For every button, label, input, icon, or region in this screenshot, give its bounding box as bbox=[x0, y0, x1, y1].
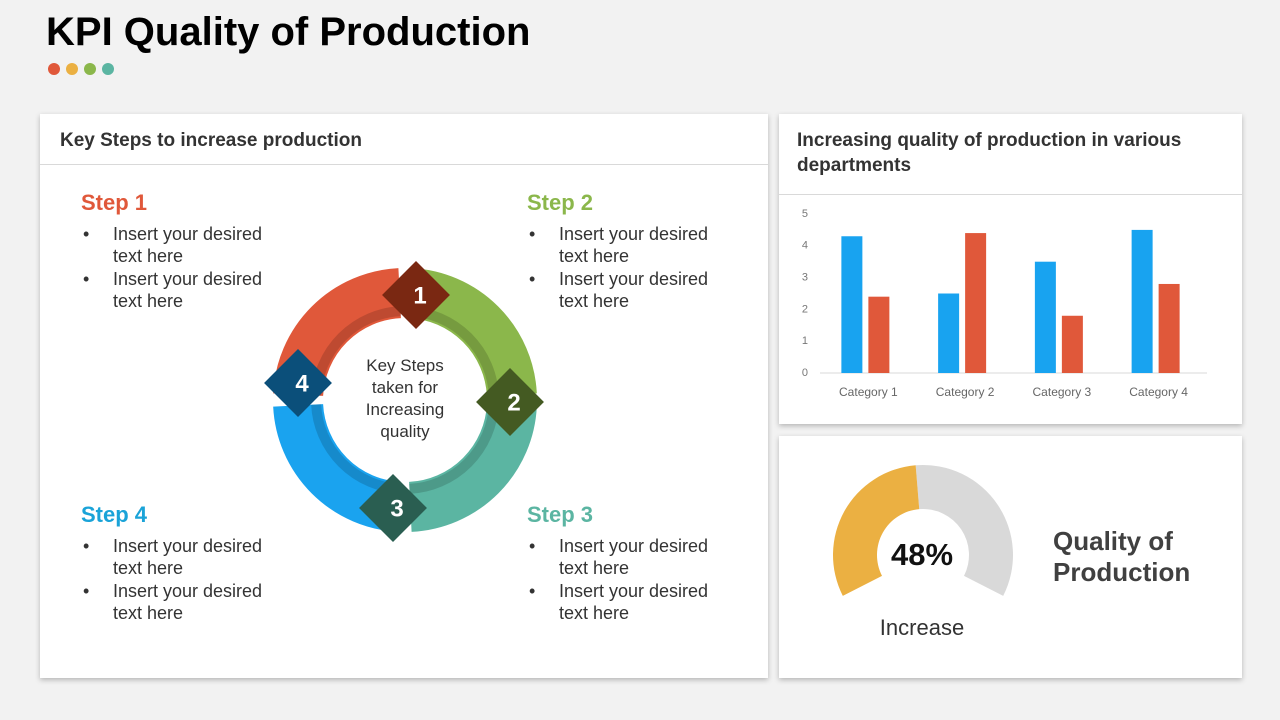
bullet: Insert your desired text here bbox=[83, 268, 278, 312]
y-tick-label: 0 bbox=[802, 367, 808, 379]
x-tick-label: Category 3 bbox=[1033, 385, 1092, 399]
y-tick-label: 4 bbox=[802, 240, 808, 252]
bullet: Insert your desired text here bbox=[529, 223, 724, 267]
bullet: Insert your desired text here bbox=[529, 580, 724, 624]
bar bbox=[1131, 229, 1153, 373]
panel-title: Key Steps to increase production bbox=[60, 130, 362, 151]
dot bbox=[66, 63, 78, 75]
step-node bbox=[476, 368, 544, 436]
step-number: 4 bbox=[295, 370, 309, 397]
bullet: Insert your desired text here bbox=[529, 535, 724, 579]
gauge-title: Quality of Production bbox=[1053, 526, 1191, 587]
center-text: Key Steps taken for Increasing quality bbox=[365, 356, 445, 441]
page-title: KPI Quality of Production bbox=[46, 10, 531, 54]
bar bbox=[1034, 261, 1056, 373]
x-tick-label: Category 2 bbox=[936, 385, 995, 399]
y-tick-label: 1 bbox=[802, 335, 808, 347]
dot bbox=[48, 63, 60, 75]
divider bbox=[779, 194, 1242, 195]
bar bbox=[965, 233, 987, 373]
gauge-value-label: 48% bbox=[891, 537, 953, 572]
y-tick-label: 3 bbox=[802, 272, 808, 284]
bullet: Insert your desired text here bbox=[83, 223, 278, 267]
step-node bbox=[359, 474, 427, 542]
step-title: Step 4 bbox=[81, 502, 148, 527]
dot bbox=[84, 63, 96, 75]
step-number: 3 bbox=[390, 495, 403, 522]
dot bbox=[102, 63, 114, 75]
x-tick-label: Category 1 bbox=[839, 385, 898, 399]
step-title: Step 3 bbox=[527, 502, 594, 527]
chart-title: Increasing quality of production in vari… bbox=[797, 130, 1182, 176]
center-text-box: Key Steps taken for Increasing quality bbox=[365, 356, 445, 441]
bullet: Insert your desired text here bbox=[83, 535, 278, 579]
x-tick-label: Category 4 bbox=[1129, 385, 1188, 399]
y-tick-label: 5 bbox=[802, 208, 808, 220]
bullet: Insert your desired text here bbox=[529, 268, 724, 312]
step-node bbox=[382, 261, 450, 329]
bar bbox=[868, 296, 890, 373]
bar bbox=[938, 293, 960, 373]
gauge-caption: Increase bbox=[880, 615, 964, 640]
divider bbox=[40, 164, 768, 165]
step-node bbox=[264, 349, 332, 417]
step-number: 2 bbox=[507, 389, 520, 416]
bar bbox=[1061, 315, 1083, 373]
y-tick-label: 2 bbox=[802, 303, 808, 315]
step-number: 1 bbox=[413, 282, 426, 309]
bar bbox=[1158, 283, 1180, 373]
cycle-arc-shade bbox=[409, 404, 499, 494]
gauge-track bbox=[915, 465, 1014, 596]
bar bbox=[841, 236, 863, 373]
step-title: Step 2 bbox=[527, 190, 594, 215]
gauge-value bbox=[833, 465, 920, 596]
bullet: Insert your desired text here bbox=[83, 580, 278, 624]
step-title: Step 1 bbox=[81, 190, 148, 215]
